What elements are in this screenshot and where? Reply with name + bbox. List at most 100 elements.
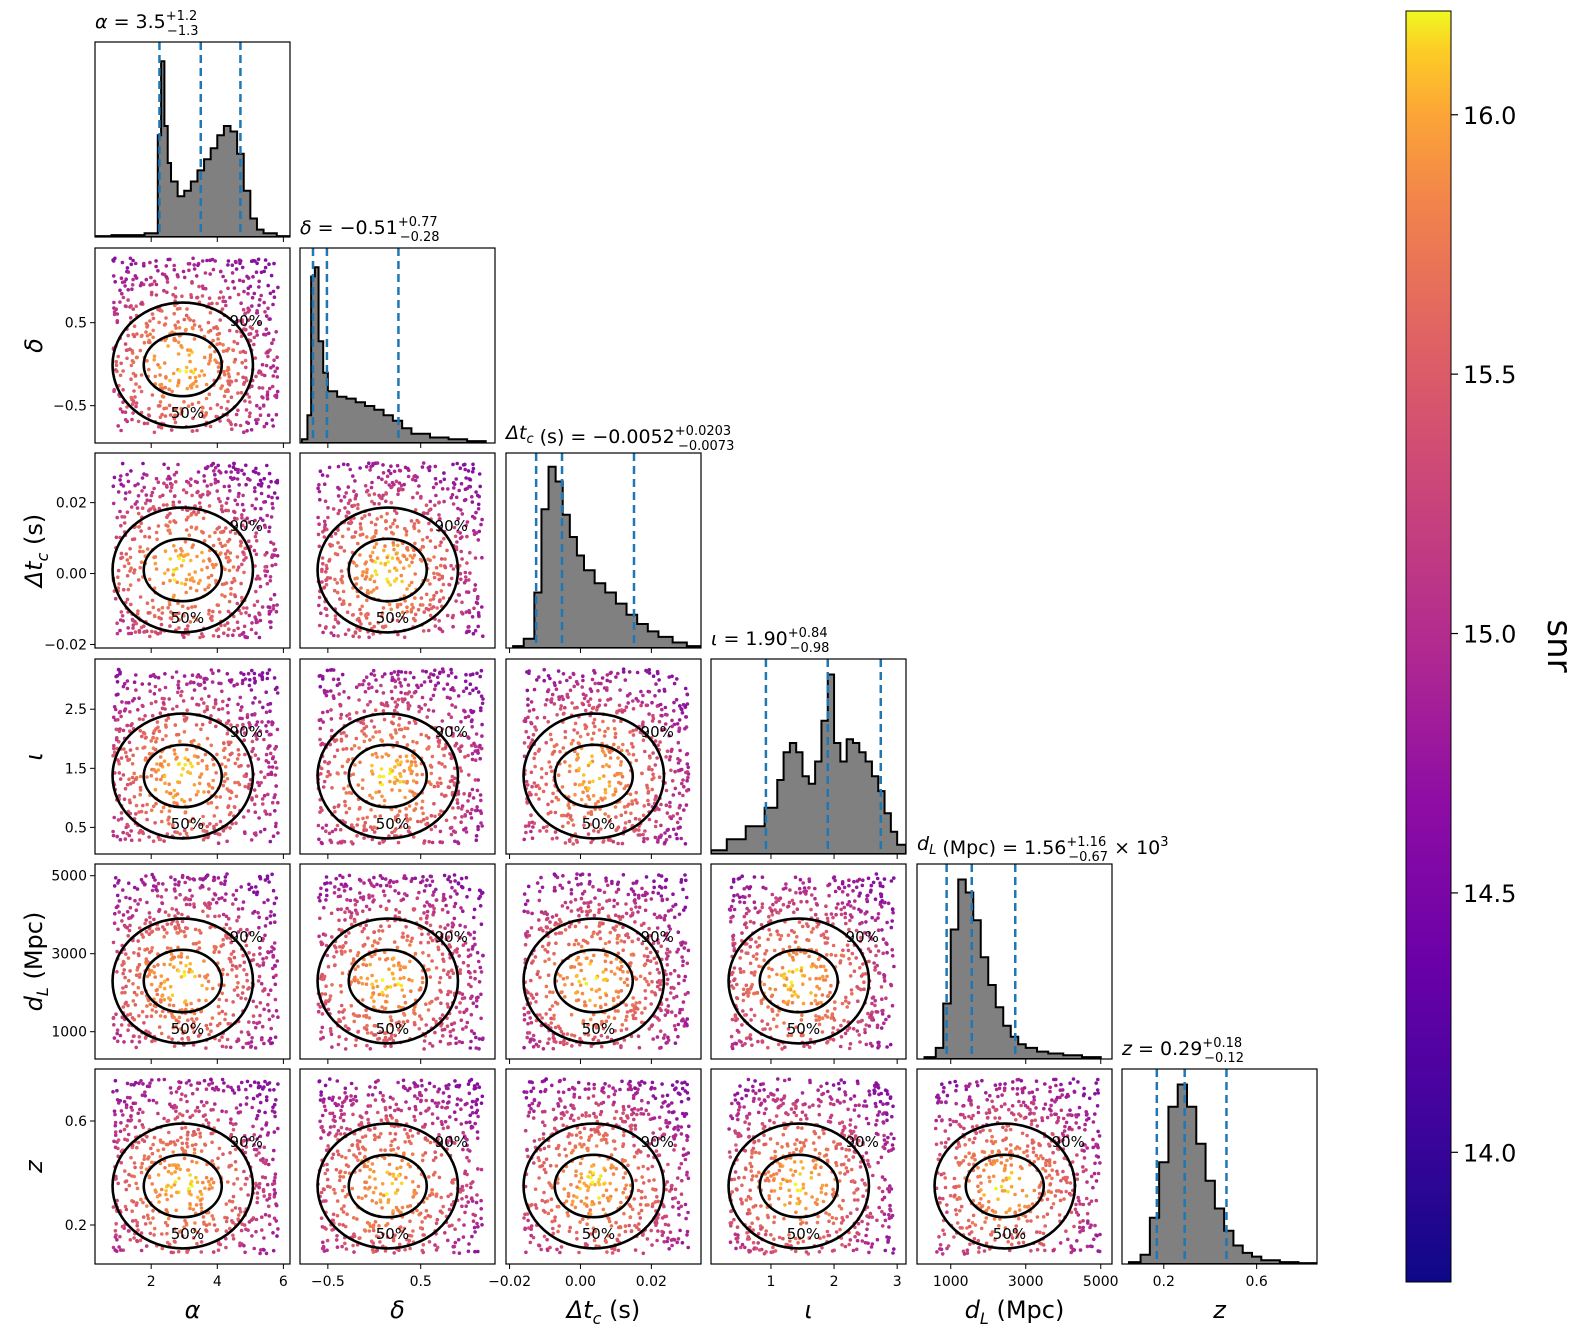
- scatter-point: [479, 811, 484, 815]
- scatter-point: [242, 508, 246, 513]
- scatter-point: [420, 465, 425, 469]
- scatter-point: [165, 832, 170, 836]
- scatter-point: [207, 362, 211, 366]
- scatter-point: [406, 466, 410, 471]
- scatter-point: [189, 369, 193, 374]
- scatter-point: [229, 470, 233, 474]
- scatter-point: [199, 1149, 204, 1153]
- scatter-point: [246, 1030, 250, 1035]
- scatter-point: [188, 888, 192, 893]
- scatter-point: [126, 881, 131, 885]
- scatter-point: [170, 1163, 175, 1167]
- scatter-point: [185, 1144, 190, 1149]
- scatter-point: [419, 1017, 424, 1021]
- scatter-point: [431, 605, 436, 609]
- scatter-point: [133, 373, 138, 378]
- scatter-point: [214, 795, 218, 799]
- scatter-point: [432, 555, 436, 559]
- scatter-point: [159, 1187, 164, 1192]
- scatter-point: [274, 1203, 279, 1208]
- scatter-point: [352, 744, 357, 748]
- scatter-point: [159, 981, 163, 986]
- scatter-point: [232, 360, 237, 364]
- scatter-point: [186, 1168, 191, 1172]
- scatter-point: [180, 294, 184, 299]
- scatter-point: [156, 269, 160, 273]
- scatter-point: [221, 1152, 225, 1156]
- scatter-point: [132, 1161, 137, 1165]
- scatter-point: [162, 839, 166, 843]
- scatter-point: [201, 814, 205, 819]
- scatter-point: [147, 835, 151, 839]
- scatter-point: [327, 465, 332, 470]
- scatter-point: [395, 551, 400, 555]
- scatter-point: [192, 902, 196, 906]
- scatter-point: [206, 782, 211, 786]
- scatter-point: [206, 790, 211, 794]
- scatter-point: [404, 529, 409, 534]
- scatter-point: [213, 477, 218, 482]
- scatter-point: [162, 935, 166, 939]
- scatter-point: [453, 816, 457, 820]
- scatter-point: [403, 697, 407, 701]
- scatter-point: [116, 1181, 120, 1186]
- scatter-point: [121, 369, 125, 373]
- scatter-point: [222, 372, 227, 377]
- scatter-point: [156, 404, 161, 408]
- scatter-point: [393, 775, 398, 780]
- scatter-point: [142, 1021, 146, 1025]
- scatter-point: [380, 990, 385, 995]
- scatter-point: [318, 899, 322, 903]
- scatter-point: [228, 926, 232, 931]
- scatter-point: [121, 773, 126, 777]
- scatter-point: [236, 930, 241, 934]
- scatter-point: [317, 489, 322, 494]
- scatter-point: [132, 771, 136, 776]
- scatter-point: [252, 712, 257, 717]
- scatter-point: [160, 696, 165, 701]
- scatter-point: [205, 1100, 209, 1105]
- scatter-point: [448, 1029, 453, 1034]
- scatter-point: [386, 580, 391, 584]
- scatter-point: [340, 580, 345, 585]
- scatter-point: [389, 607, 394, 612]
- scatter-point: [226, 367, 231, 372]
- scatter-point: [193, 1221, 197, 1225]
- scatter-point: [341, 589, 346, 594]
- scatter-point: [151, 804, 156, 809]
- scatter-point: [382, 950, 387, 955]
- scatter-point: [118, 373, 123, 378]
- scatter-point: [169, 1250, 174, 1255]
- scatter-point: [151, 335, 155, 340]
- scatter-point: [124, 1187, 129, 1192]
- scatter-point: [181, 269, 186, 274]
- scatter-point: [188, 681, 193, 685]
- scatter-point: [129, 566, 133, 570]
- scatter-point: [192, 1147, 197, 1152]
- scatter-point: [269, 910, 273, 914]
- scatter-point: [235, 555, 240, 559]
- scatter-point: [210, 1086, 215, 1091]
- scatter-point: [480, 824, 485, 828]
- scatter-point: [366, 703, 370, 707]
- scatter-point: [264, 956, 269, 960]
- scatter-point: [468, 550, 472, 555]
- scatter-point: [124, 1105, 129, 1110]
- scatter-point: [241, 722, 245, 727]
- scatter-point: [164, 888, 168, 892]
- scatter-point: [360, 604, 365, 609]
- scatter-point: [360, 729, 364, 733]
- scatter-point: [142, 1154, 147, 1158]
- x-tick-label: 4: [213, 1274, 222, 1290]
- scatter-point: [246, 987, 250, 991]
- scatter-point: [247, 308, 252, 312]
- scatter-point: [192, 783, 197, 787]
- scatter-point: [147, 950, 152, 955]
- scatter-point: [225, 731, 230, 736]
- scatter-point: [372, 830, 377, 834]
- scatter-point: [361, 721, 366, 726]
- scatter-point: [218, 1242, 223, 1247]
- scatter-point: [189, 1083, 193, 1087]
- scatter-point: [224, 934, 228, 938]
- scatter-point: [412, 524, 416, 529]
